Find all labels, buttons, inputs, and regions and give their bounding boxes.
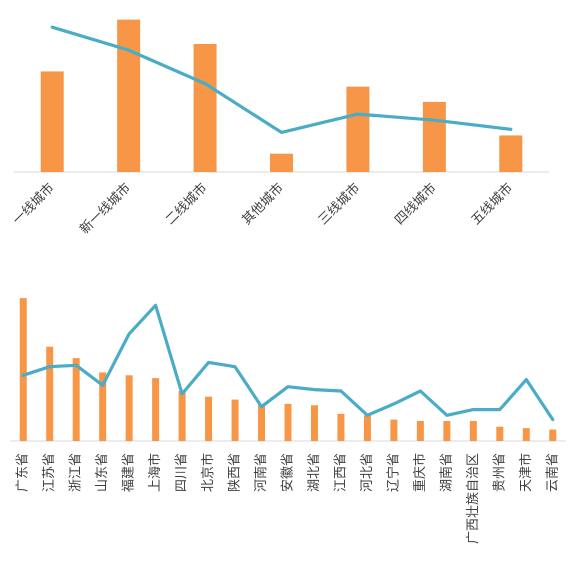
bar-2 [117,19,141,172]
x-tick-label: 山东省 [95,453,110,492]
bar-13 [337,413,345,441]
x-tick-label: 天津市 [518,453,534,492]
x-tick-label: 安徽省 [281,453,296,492]
x-tick-label: 北京市 [200,453,216,492]
x-tick-label: 江西省 [333,453,348,492]
bar-20 [522,428,530,441]
x-tick-label: 福建省 [122,453,137,492]
bar-18 [469,421,477,441]
bar-11 [284,403,292,441]
bar-8 [205,396,213,441]
x-tick-label: 湖北省 [307,453,322,492]
bar-7 [178,391,186,441]
bar-14 [363,415,371,441]
x-tick-label: 贵州省 [492,453,507,492]
bar-15 [390,419,398,441]
bar-5 [125,375,133,441]
x-tick-label: 三线城市 [315,180,363,228]
x-tick-label: 四川省 [175,453,190,492]
x-tick-label: 河南省 [253,453,269,492]
bar-3 [72,358,80,441]
bar-5 [346,86,370,172]
x-tick-label: 新一线城市 [77,180,134,237]
bar-2 [46,346,54,441]
x-tick-label: 其他城市 [239,180,287,228]
x-tick-label: 五线城市 [468,180,516,228]
bar-4 [270,153,293,172]
x-tick-label: 辽宁省 [385,453,401,492]
bar-19 [496,426,504,441]
x-tick-label: 广西壮族自治区 [465,453,481,544]
x-tick-label: 四线城市 [392,180,440,228]
bar-9 [231,399,239,441]
bar-17 [443,421,451,441]
x-tick-label: 广东省 [16,453,31,492]
x-tick-label: 浙江省 [69,453,84,492]
bar-10 [258,405,266,441]
series-line [21,303,555,422]
x-tick-label: 云南省 [544,453,560,492]
bar-16 [416,421,424,441]
x-tick-label: 上海市 [147,453,163,492]
x-tick-label: 河北省 [360,453,375,492]
bar-3 [193,44,217,172]
bar-6 [152,378,160,441]
bar-6 [422,101,446,172]
x-tick-label: 陕西省 [228,453,243,492]
bar-12 [310,405,318,441]
bar-21 [549,429,557,441]
x-tick-label: 二线城市 [162,180,210,228]
x-tick-label: 重庆市 [412,453,428,492]
bar-7 [499,135,523,172]
x-tick-label: 一线城市 [9,180,57,228]
bar-1 [19,298,27,441]
x-tick-label: 湖南省 [438,453,454,492]
chart-1: 一线城市 新一线城市 二线城市 其他城市 三线城市 四线城市 五线城市 [9,19,549,237]
chart-2: 广东省 江苏省 浙江省 山东省 福建省 上海市 四川省 北京市 陕西省 河南省 安徽省 湖北省 江西省河… [10,298,566,544]
x-tick-label: 江苏省 [41,453,57,492]
bar-1 [40,71,64,172]
bar-4 [99,372,107,441]
series-line [50,25,513,134]
